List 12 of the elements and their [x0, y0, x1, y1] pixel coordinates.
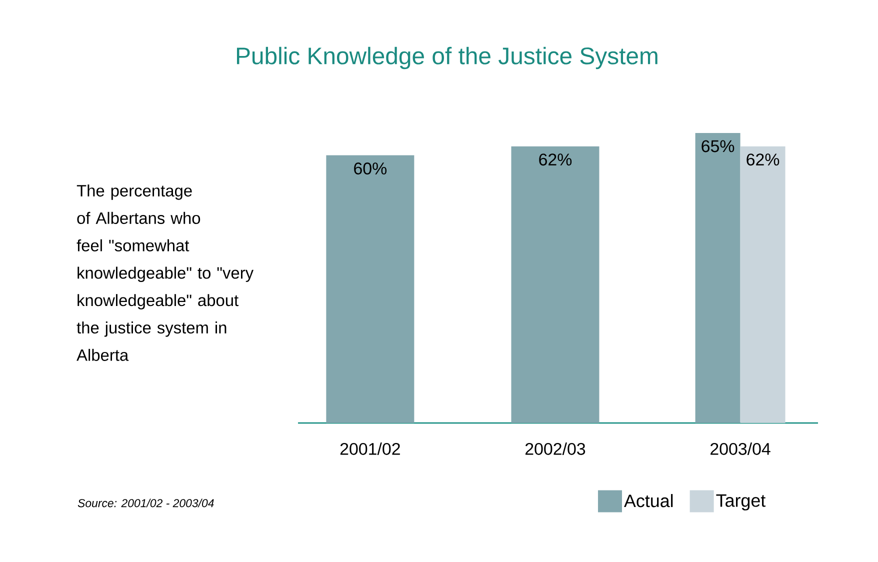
data-label: 60% [354, 162, 387, 174]
x-tick-label: 2001/02 [340, 442, 400, 455]
source-note: Source: 2001/02 - 2003/04 [78, 498, 214, 508]
legend-label: Actual [624, 494, 673, 508]
x-tick-label: 2003/04 [710, 442, 770, 455]
chart-title: Public Knowledge of the Justice System [236, 46, 658, 70]
data-label: 62% [746, 154, 780, 166]
data-label: 62% [539, 154, 572, 166]
legend-label: Target [716, 494, 766, 510]
x-tick-label: 2002/03 [525, 442, 586, 455]
text: The percentage of Albertans who feel "somewhat knowledgeable" to "very knowledgeable" about the justice system in Alberta [76, 184, 254, 361]
data-label: 65% [702, 140, 734, 152]
